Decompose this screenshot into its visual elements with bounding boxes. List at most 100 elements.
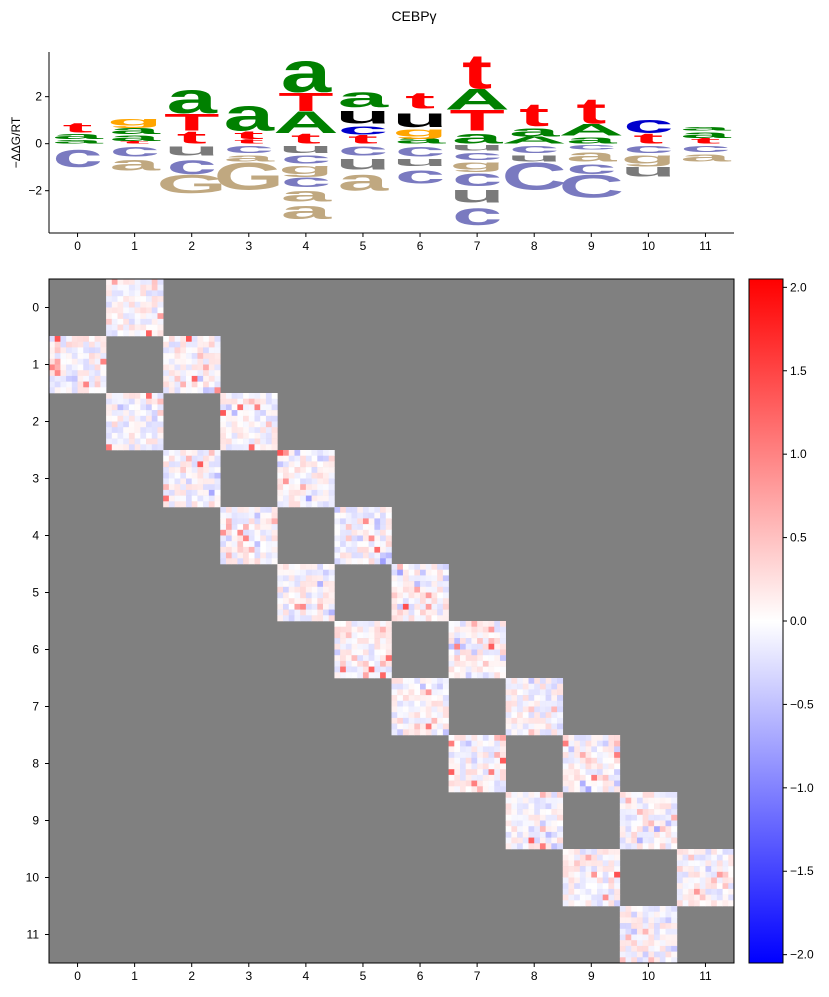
heatmap-cell [357,518,364,525]
heatmap-cell [340,552,347,559]
heatmap-cell [431,706,438,713]
heatmap-cell [705,871,712,878]
heatmap-cell [128,438,135,445]
heatmap-cell [591,849,598,855]
logo-x-tick-label: 8 [531,239,538,253]
heatmap-cell [340,660,347,667]
heatmap-cell [374,621,381,627]
heatmap-cell [425,683,432,690]
heatmap-cell [300,450,307,456]
heatmap-cell [442,700,449,707]
heatmap-cell [511,831,518,838]
heatmap-cell [305,615,312,622]
heatmap-cell [631,917,638,924]
heatmap-cell [511,712,518,719]
heatmap-cell [317,581,324,588]
heatmap-cell [225,415,232,422]
heatmap-cell [277,495,284,502]
heatmap-cell [231,512,238,519]
heatmap-cell [705,849,712,855]
heatmap-cell [631,843,638,850]
heatmap-cell [225,529,232,536]
heatmap-cell [442,598,449,605]
heatmap-cell [277,603,284,610]
heatmap-cell [528,843,535,850]
logo-x-tick-label: 11 [699,239,712,253]
heatmap-cell [146,318,153,325]
heatmap-cell [362,535,369,542]
heatmap-cell [425,586,432,593]
heatmap-cell [323,581,330,588]
heatmap-cell [180,370,187,377]
heatmap-cell [722,894,729,901]
heatmap-cell [265,524,272,531]
heatmap-cell [260,512,267,519]
heatmap-cell [117,398,124,405]
heatmap-cell [283,484,290,491]
heatmap-cell [402,581,409,588]
heatmap-cell [311,455,318,462]
heatmap-cell [265,404,272,411]
heatmap-cell [591,735,598,741]
heatmap-cell [437,581,444,588]
logo-letter-neg-7-0: u [449,142,504,153]
heatmap-cell [442,564,449,570]
heatmap-cell [585,854,592,861]
heatmap-cell [636,843,643,850]
heatmap-cell [351,558,358,565]
heatmap-cell [380,529,387,536]
heatmap-cell [614,740,621,747]
heatmap-cell [374,512,381,519]
heatmap-block-11-10 [619,906,678,964]
heatmap-cell [94,370,101,377]
heatmap-cell [345,672,352,679]
heatmap-cell [305,489,312,496]
heatmap-cell [88,353,95,360]
heatmap-cell [688,883,695,890]
heatmap-cell [505,843,512,850]
colorbar-tick-label: 2.0 [790,280,807,294]
heatmap-cell [688,877,695,884]
logo-x-ticks: 0 1 2 3 4 5 6 7 8 9 10 11 [74,233,712,253]
heatmap-cell [180,472,187,479]
heatmap-cell [220,507,227,513]
heatmap-cell [694,871,701,878]
heatmap-cell [140,398,147,405]
logo-letter-pos-7-2: A [444,83,509,116]
heatmap-cell [380,632,387,639]
heatmap-cell [374,546,381,553]
heatmap-cell [323,609,330,616]
heatmap-cell [248,398,255,405]
heatmap-cell [505,683,512,690]
heatmap-cell [636,826,643,833]
heatmap-cell [123,404,130,411]
heatmap-cell [574,757,581,764]
heatmap-cell [374,638,381,645]
heatmap-cell [300,564,307,570]
heatmap-cell [545,826,552,833]
heatmap-cell [163,387,170,394]
heatmap-cell [648,917,655,924]
heatmap-cell [642,911,649,918]
heatmap-cell [517,797,524,804]
heatmap-cell [454,746,461,753]
heatmap-cell [694,883,701,890]
heatmap-cell [191,375,198,382]
heatmap-cell [460,660,467,667]
heatmap-cell [334,558,341,565]
heatmap-y-tick-label: 6 [32,643,39,657]
heatmap-cell [317,603,324,610]
heatmap-cell [448,786,455,793]
heatmap-cell [88,370,95,377]
heatmap-cell [100,364,107,371]
heatmap-cell [54,370,61,377]
heatmap-cell [425,689,432,696]
heatmap-cell [128,296,135,303]
heatmap-cell [499,655,506,662]
heatmap-cell [408,717,415,724]
heatmap-cell [614,854,621,861]
heatmap-cell [460,672,467,679]
heatmap-cell [437,706,444,713]
heatmap-cell [71,347,78,354]
heatmap-cell [265,398,272,405]
